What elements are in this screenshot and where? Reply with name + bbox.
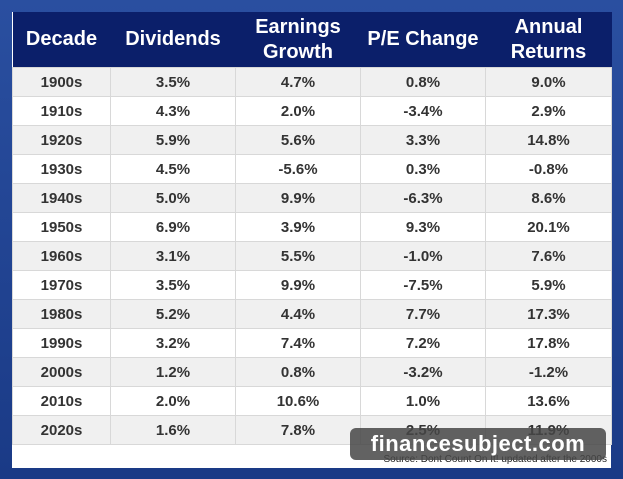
column-header: P/E Change xyxy=(360,12,486,68)
decade-cell: 2000s xyxy=(12,357,111,387)
value-cell: 8.6% xyxy=(485,183,612,213)
column-header: Earnings Growth xyxy=(235,12,361,68)
value-cell: 9.0% xyxy=(485,67,612,97)
table-row: 1900s 3.5% 4.7% 0.8% 9.0% xyxy=(12,67,612,97)
decade-cell: 1900s xyxy=(12,67,111,97)
decade-cell: 2010s xyxy=(12,386,111,416)
table-row: 1910s 4.3% 2.0% -3.4% 2.9% xyxy=(12,96,612,126)
value-cell: 0.8% xyxy=(360,67,486,97)
value-cell: 0.3% xyxy=(360,154,486,184)
table-body: 1900s 3.5% 4.7% 0.8% 9.0% 1910s 4.3% 2.0% -3.4% 2… xyxy=(12,67,612,445)
value-cell: 1.0% xyxy=(360,386,486,416)
value-cell: 3.3% xyxy=(360,125,486,155)
table-row: 2000s 1.2% 0.8% -3.2% -1.2% xyxy=(12,357,612,387)
value-cell: 4.7% xyxy=(235,67,361,97)
value-cell: 17.3% xyxy=(485,299,612,329)
value-cell: 3.2% xyxy=(110,328,236,358)
table-row: 1960s 3.1% 5.5% -1.0% 7.6% xyxy=(12,241,612,271)
column-header: Dividends xyxy=(110,12,236,68)
decade-cell: 1940s xyxy=(12,183,111,213)
table-row: 1980s 5.2% 4.4% 7.7% 17.3% xyxy=(12,299,612,329)
value-cell: -3.4% xyxy=(360,96,486,126)
value-cell: 2.9% xyxy=(485,96,612,126)
value-cell: 4.4% xyxy=(235,299,361,329)
table-row: 1950s 6.9% 3.9% 9.3% 20.1% xyxy=(12,212,612,242)
decade-cell: 1960s xyxy=(12,241,111,271)
table-row: 1940s 5.0% 9.9% -6.3% 8.6% xyxy=(12,183,612,213)
value-cell: 5.5% xyxy=(235,241,361,271)
value-cell: 1.2% xyxy=(110,357,236,387)
value-cell: 4.5% xyxy=(110,154,236,184)
value-cell: 2.0% xyxy=(235,96,361,126)
table-row: 1990s 3.2% 7.4% 7.2% 17.8% xyxy=(12,328,612,358)
value-cell: 7.6% xyxy=(485,241,612,271)
value-cell: 4.3% xyxy=(110,96,236,126)
table-panel: Decade Dividends Earnings Growth P/E Change… xyxy=(12,12,612,468)
decade-cell: 1930s xyxy=(12,154,111,184)
value-cell: 7.8% xyxy=(235,415,361,445)
value-cell: -1.0% xyxy=(360,241,486,271)
decade-cell: 2020s xyxy=(12,415,111,445)
value-cell: 2.0% xyxy=(110,386,236,416)
value-cell: -1.2% xyxy=(485,357,612,387)
value-cell: 5.9% xyxy=(485,270,612,300)
table-row: 1920s 5.9% 5.6% 3.3% 14.8% xyxy=(12,125,612,155)
value-cell: 9.3% xyxy=(360,212,486,242)
column-header: Decade xyxy=(12,12,111,68)
value-cell: 5.6% xyxy=(235,125,361,155)
table-row: 1930s 4.5% -5.6% 0.3% -0.8% xyxy=(12,154,612,184)
value-cell: -5.6% xyxy=(235,154,361,184)
value-cell: 9.9% xyxy=(235,270,361,300)
value-cell: 3.9% xyxy=(235,212,361,242)
value-cell: -0.8% xyxy=(485,154,612,184)
decade-cell: 1970s xyxy=(12,270,111,300)
value-cell: 7.7% xyxy=(360,299,486,329)
decade-cell: 1950s xyxy=(12,212,111,242)
column-header: Annual Returns xyxy=(485,12,612,68)
value-cell: -6.3% xyxy=(360,183,486,213)
header-row: Decade Dividends Earnings Growth P/E Change… xyxy=(12,12,612,68)
table-row: 1970s 3.5% 9.9% -7.5% 5.9% xyxy=(12,270,612,300)
value-cell: 0.8% xyxy=(235,357,361,387)
value-cell: -3.2% xyxy=(360,357,486,387)
value-cell: 5.2% xyxy=(110,299,236,329)
value-cell: 9.9% xyxy=(235,183,361,213)
value-cell: 6.9% xyxy=(110,212,236,242)
value-cell: 17.8% xyxy=(485,328,612,358)
value-cell: 3.1% xyxy=(110,241,236,271)
decade-cell: 1920s xyxy=(12,125,111,155)
value-cell: 3.5% xyxy=(110,270,236,300)
value-cell: 10.6% xyxy=(235,386,361,416)
decade-cell: 1990s xyxy=(12,328,111,358)
value-cell: 7.4% xyxy=(235,328,361,358)
table-row: 2010s 2.0% 10.6% 1.0% 13.6% xyxy=(12,386,612,416)
value-cell: 5.0% xyxy=(110,183,236,213)
value-cell: 14.8% xyxy=(485,125,612,155)
decade-cell: 1980s xyxy=(12,299,111,329)
decade-cell: 1910s xyxy=(12,96,111,126)
value-cell: 7.2% xyxy=(360,328,486,358)
returns-table: Decade Dividends Earnings Growth P/E Change… xyxy=(12,12,612,445)
value-cell: 3.5% xyxy=(110,67,236,97)
value-cell: 13.6% xyxy=(485,386,612,416)
watermark: financesubject.com xyxy=(350,428,606,460)
value-cell: 1.6% xyxy=(110,415,236,445)
value-cell: -7.5% xyxy=(360,270,486,300)
value-cell: 20.1% xyxy=(485,212,612,242)
value-cell: 5.9% xyxy=(110,125,236,155)
